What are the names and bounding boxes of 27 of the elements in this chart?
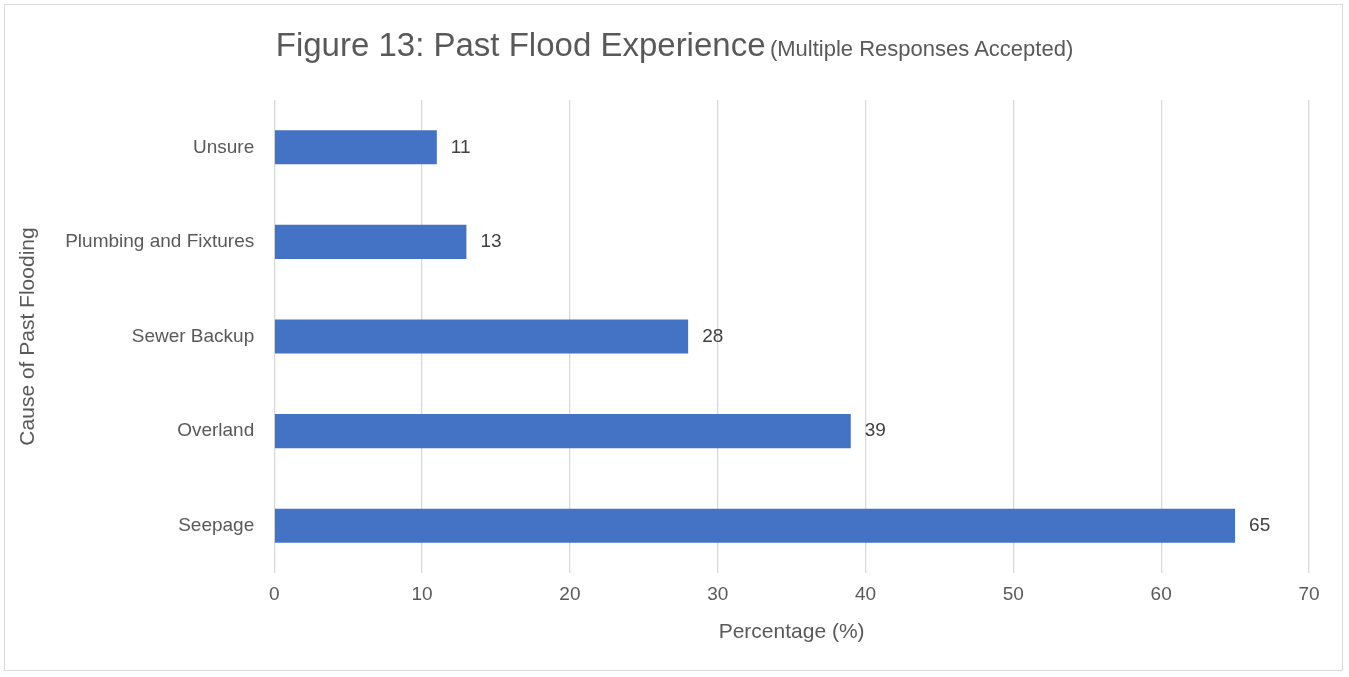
y-tick-label: Overland xyxy=(177,419,255,441)
x-tick-label: 60 xyxy=(1150,582,1172,604)
bar xyxy=(274,130,437,165)
x-tick-label: 40 xyxy=(854,582,877,604)
y-axis-title: Cause of Past Flooding xyxy=(15,227,39,446)
y-tick-label: Seepage xyxy=(178,513,255,535)
y-tick-label: Sewer Backup xyxy=(131,324,255,346)
data-label: 28 xyxy=(702,324,724,346)
chart-subtitle: (Multiple Responses Accepted) xyxy=(769,36,1074,61)
data-label: 13 xyxy=(480,230,502,252)
x-tick-label: 20 xyxy=(559,582,581,604)
x-axis-title: Percentage (%) xyxy=(718,619,865,643)
data-label: 11 xyxy=(450,135,471,157)
x-tick-label: 0 xyxy=(268,582,280,604)
data-label: 39 xyxy=(864,419,886,441)
y-tick-label: Unsure xyxy=(192,135,255,157)
bar xyxy=(274,224,467,259)
x-tick-label: 70 xyxy=(1298,582,1320,604)
data-label: 65 xyxy=(1249,513,1271,535)
chart-title: Figure 13: Past Flood Experience xyxy=(275,26,766,63)
bar xyxy=(274,508,1236,543)
x-tick-label: 50 xyxy=(1002,582,1024,604)
bar xyxy=(274,414,851,449)
y-tick-label: Plumbing and Fixtures xyxy=(65,230,255,252)
x-tick-label: 10 xyxy=(411,582,433,604)
bar xyxy=(274,319,689,354)
x-tick-label: 30 xyxy=(707,582,729,604)
